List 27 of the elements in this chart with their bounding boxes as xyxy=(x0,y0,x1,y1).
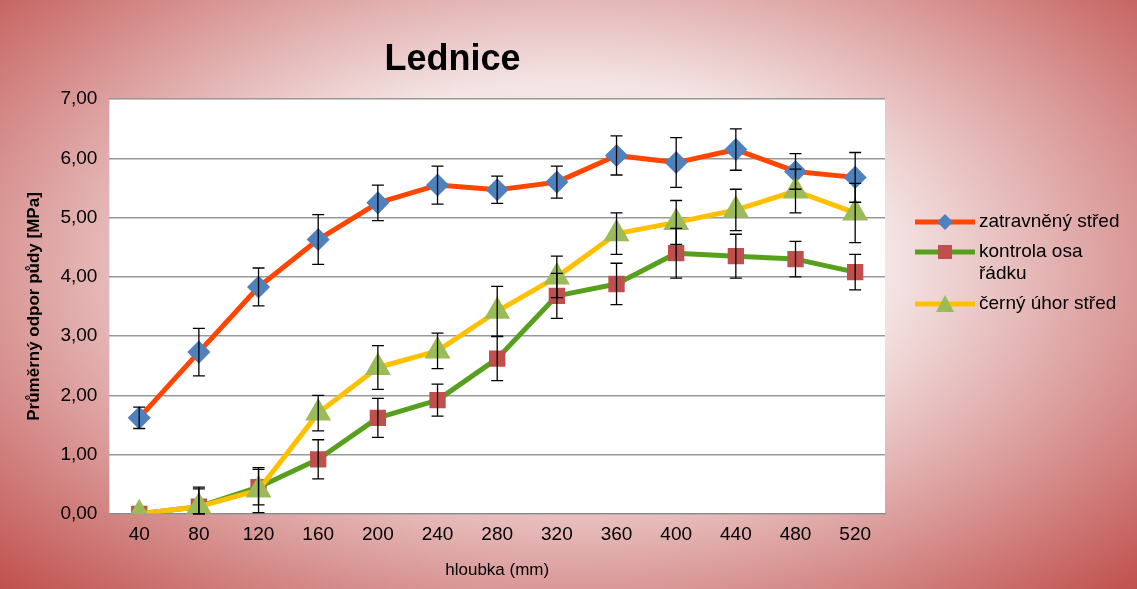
x-tick-label: 520 xyxy=(839,523,872,545)
x-tick-label: 400 xyxy=(660,523,693,545)
x-tick-label: 160 xyxy=(302,523,335,545)
y-tick-label: 4,00 xyxy=(60,265,98,287)
x-tick-label: 320 xyxy=(541,523,573,545)
x-tick-label: 200 xyxy=(362,523,394,545)
legend-label: zatravněný střed xyxy=(979,210,1120,232)
x-tick-label: 480 xyxy=(779,523,812,545)
x-tick-label: 120 xyxy=(242,523,275,545)
y-tick-label: 5,00 xyxy=(60,205,98,227)
y-tick-label: 2,00 xyxy=(60,383,98,405)
x-tick-label: 240 xyxy=(421,523,454,545)
legend-label: černý úhor střed xyxy=(979,292,1117,314)
x-tick-label: 280 xyxy=(481,523,514,545)
x-tick-label: 40 xyxy=(128,523,150,545)
x-tick-label: 440 xyxy=(719,523,752,545)
y-tick-label: 3,00 xyxy=(60,324,98,346)
chart-title: Lednice xyxy=(384,36,521,78)
y-tick-label: 1,00 xyxy=(60,442,98,464)
x-tick-label: 80 xyxy=(188,523,210,545)
y-tick-label: 7,00 xyxy=(60,87,98,109)
x-tick-label: 360 xyxy=(600,523,633,545)
y-tick-label: 0,00 xyxy=(60,502,98,524)
y-axis-title: Průměrný odpor půdy [MPa] xyxy=(23,192,43,421)
legend-label: kontrola osa řádku xyxy=(979,240,1084,284)
y-tick-label: 6,00 xyxy=(60,146,98,168)
x-axis-title: hloubka (mm) xyxy=(445,560,550,580)
